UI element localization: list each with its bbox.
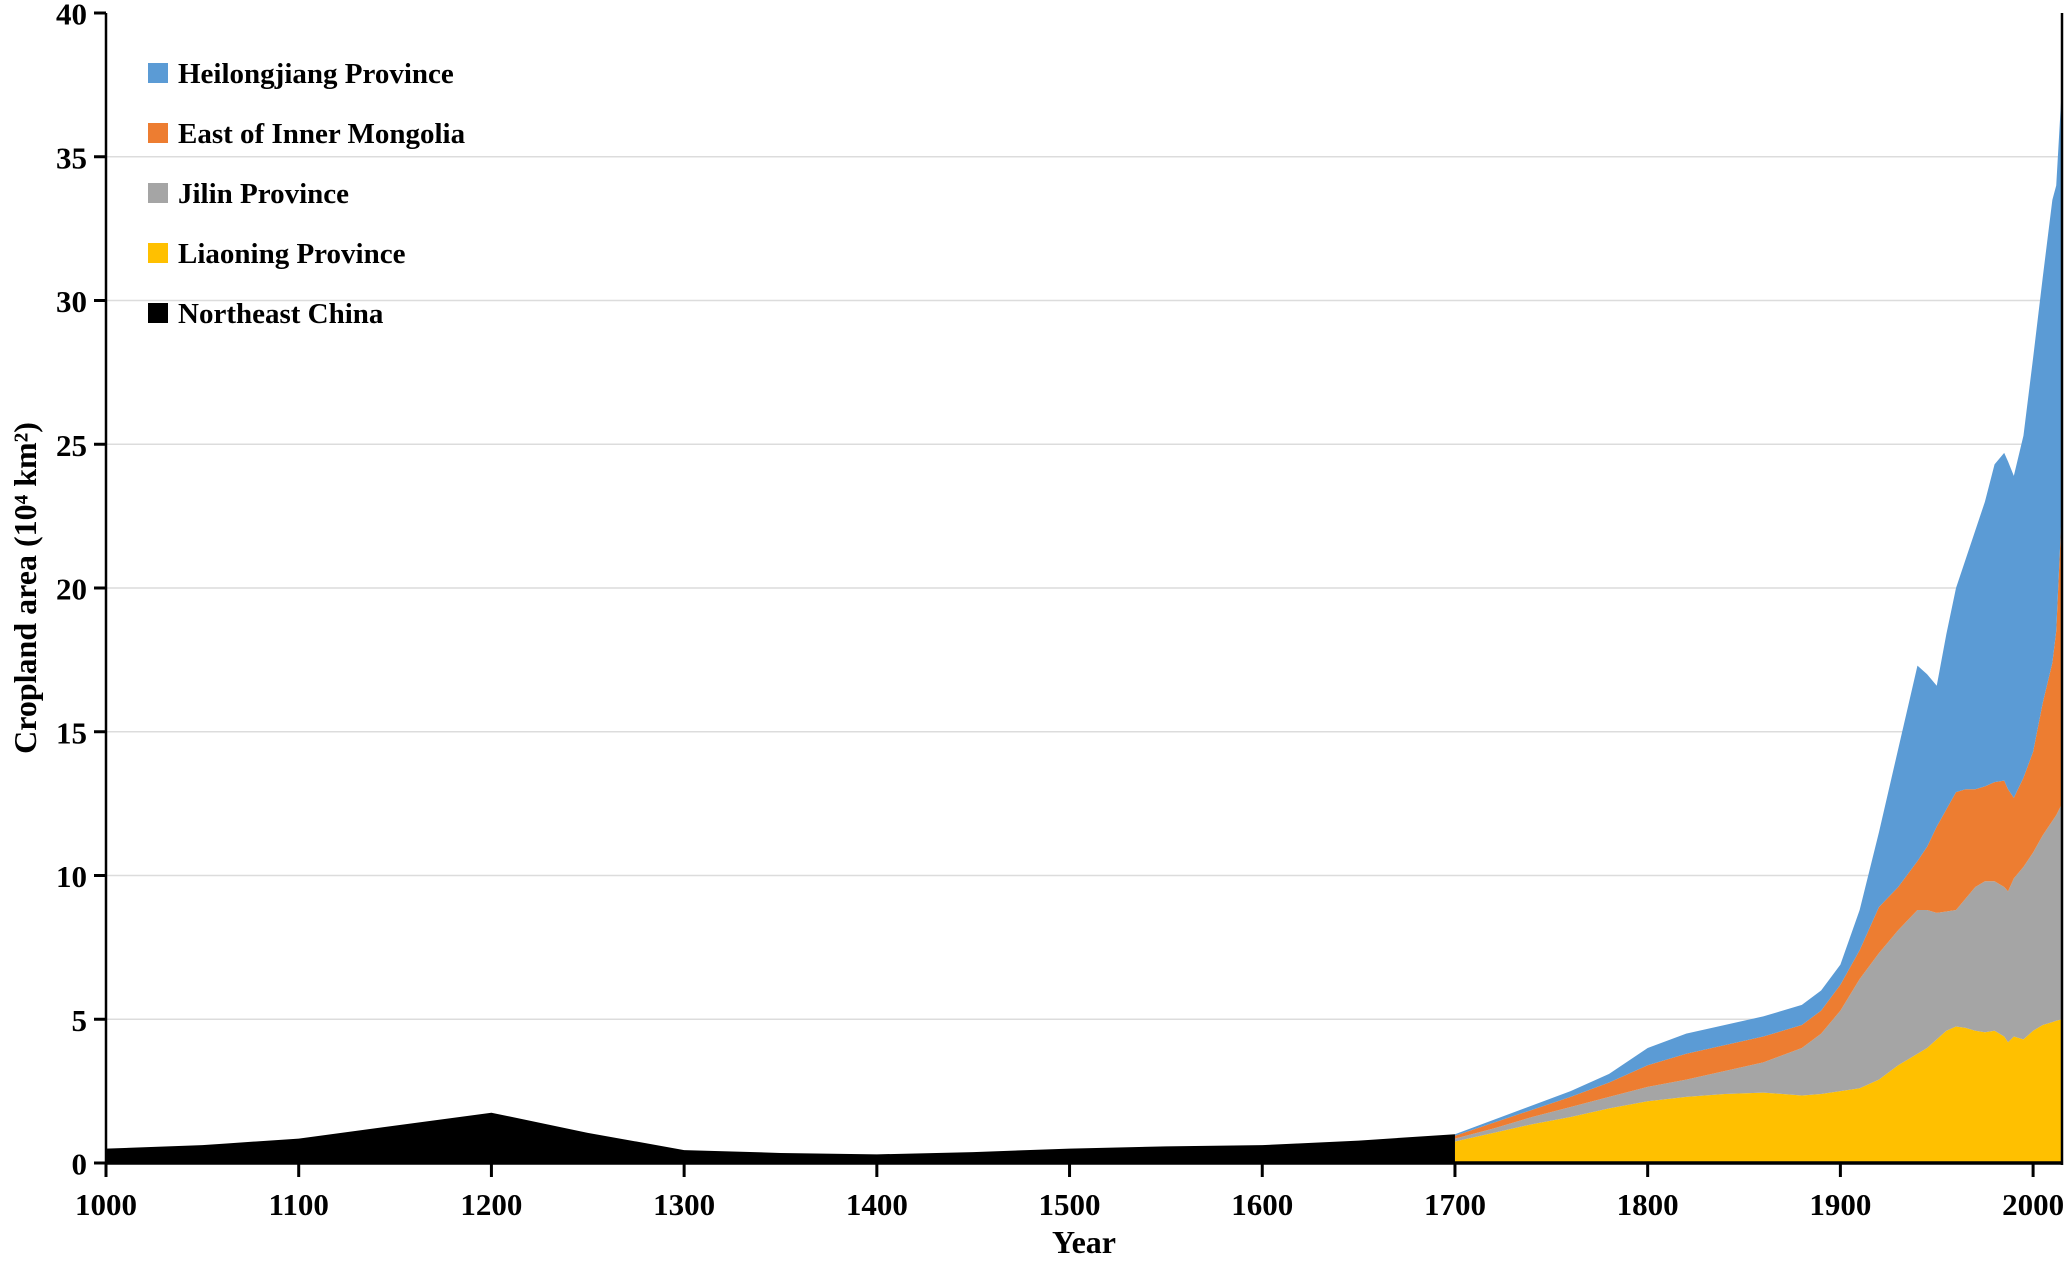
area-east-of-inner-mongolia <box>1454 504 2062 1139</box>
area-jilin-province <box>1454 803 2062 1142</box>
y-tick-label-0: 0 <box>72 1147 88 1182</box>
legend-label: Jilin Province <box>178 178 349 210</box>
x-tick-label-1600: 1600 <box>1231 1187 1293 1222</box>
x-tick-label-1900: 1900 <box>1809 1187 1871 1222</box>
legend-item-east-of-inner-mongolia: East of Inner Mongolia <box>148 118 466 150</box>
x-tick-label-1500: 1500 <box>1039 1187 1101 1222</box>
y-tick-label-20: 20 <box>56 572 87 607</box>
area-series <box>106 84 2062 1163</box>
legend-item-heilongjiang-province: Heilongjiang Province <box>148 58 454 90</box>
x-tick-label-2000: 2000 <box>2002 1187 2064 1222</box>
area-northeast-china <box>106 1112 1455 1163</box>
x-tick-label-1100: 1100 <box>269 1187 329 1222</box>
y-tick-label-10: 10 <box>56 859 87 894</box>
y-tick-label-40: 40 <box>56 0 87 32</box>
y-axis-title: Cropland area (10⁴ km²) <box>7 422 43 754</box>
legend-label: Northeast China <box>178 298 384 330</box>
legend-swatch <box>148 183 168 203</box>
axes <box>104 13 2064 1165</box>
legend-label: Liaoning Province <box>178 238 406 270</box>
tick-marks-and-labels: 0 5 10 15 20 25 30 35 40 1000 1100 1200 1300 1400 1500… <box>56 0 2064 1222</box>
x-axis-title: Year <box>1052 1224 1116 1260</box>
y-tick-label-25: 25 <box>56 428 87 463</box>
legend-item-liaoning-province: Liaoning Province <box>148 238 406 270</box>
legend-swatch <box>148 63 168 83</box>
legend: Heilongjiang Province East of Inner Mongo… <box>148 58 466 330</box>
x-tick-label-1300: 1300 <box>653 1187 715 1222</box>
x-tick-label-1400: 1400 <box>846 1187 908 1222</box>
legend-swatch <box>148 243 168 263</box>
x-tick-label-1700: 1700 <box>1424 1187 1486 1222</box>
y-tick-label-30: 30 <box>56 284 87 319</box>
gridlines <box>106 156 2062 1020</box>
x-tick-label-1800: 1800 <box>1617 1187 1679 1222</box>
area-liaoning-province <box>1454 1019 2062 1163</box>
legend-swatch <box>148 123 168 143</box>
legend-swatch <box>148 303 168 323</box>
legend-item-jilin-province: Jilin Province <box>148 178 349 210</box>
y-tick-label-35: 35 <box>56 140 87 175</box>
y-tick-label-5: 5 <box>72 1003 88 1038</box>
x-tick-label-1000: 1000 <box>75 1187 137 1222</box>
y-tick-label-15: 15 <box>56 715 87 750</box>
legend-item-northeast-china: Northeast China <box>148 298 384 330</box>
x-tick-label-1200: 1200 <box>460 1187 522 1222</box>
legend-label: East of Inner Mongolia <box>178 118 466 150</box>
legend-label: Heilongjiang Province <box>178 58 454 90</box>
